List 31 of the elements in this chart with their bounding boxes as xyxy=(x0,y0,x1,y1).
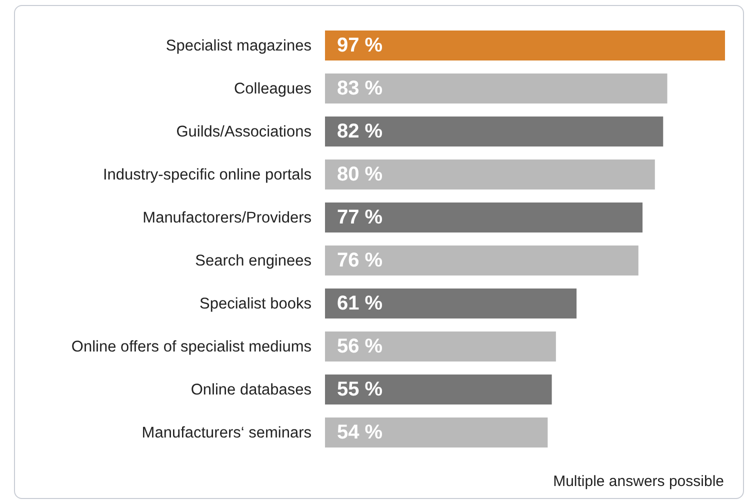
data-label: 83 % xyxy=(337,78,383,100)
data-label: 77 % xyxy=(337,206,383,228)
data-label: 80 % xyxy=(337,164,383,186)
data-label: 56 % xyxy=(337,336,383,358)
y-tick-label: Specialist books xyxy=(199,296,312,312)
y-tick-label: Guilds/Associations xyxy=(176,124,312,140)
data-label: 97 % xyxy=(337,34,383,56)
data-label: 76 % xyxy=(337,250,383,272)
bar xyxy=(325,245,638,276)
data-label: 82 % xyxy=(337,120,383,142)
y-tick-label: Industry-specific online portals xyxy=(103,166,312,184)
y-tick-label: Online offers of specialist mediums xyxy=(71,338,312,356)
y-tick-label: Manufacturers‘ seminars xyxy=(142,424,312,442)
data-label: 55 % xyxy=(337,378,383,400)
bar xyxy=(325,202,643,233)
data-label: 54 % xyxy=(337,422,383,444)
bar xyxy=(325,288,577,319)
text: Multiple answers possible xyxy=(553,473,724,490)
bar xyxy=(325,116,664,147)
data-label: 61 % xyxy=(337,292,383,314)
y-tick-label: Manufactorers/Providers xyxy=(142,210,312,226)
bar xyxy=(325,417,548,448)
bar xyxy=(325,73,668,104)
bar xyxy=(325,30,725,61)
bar xyxy=(325,159,655,190)
bar xyxy=(325,331,556,362)
y-tick-label: Specialist magazines xyxy=(166,38,312,54)
y-tick-label: Colleagues xyxy=(234,80,312,98)
y-tick-label: Online databases xyxy=(190,382,312,398)
bar xyxy=(325,374,552,405)
y-tick-label: Search enginees xyxy=(195,252,312,270)
